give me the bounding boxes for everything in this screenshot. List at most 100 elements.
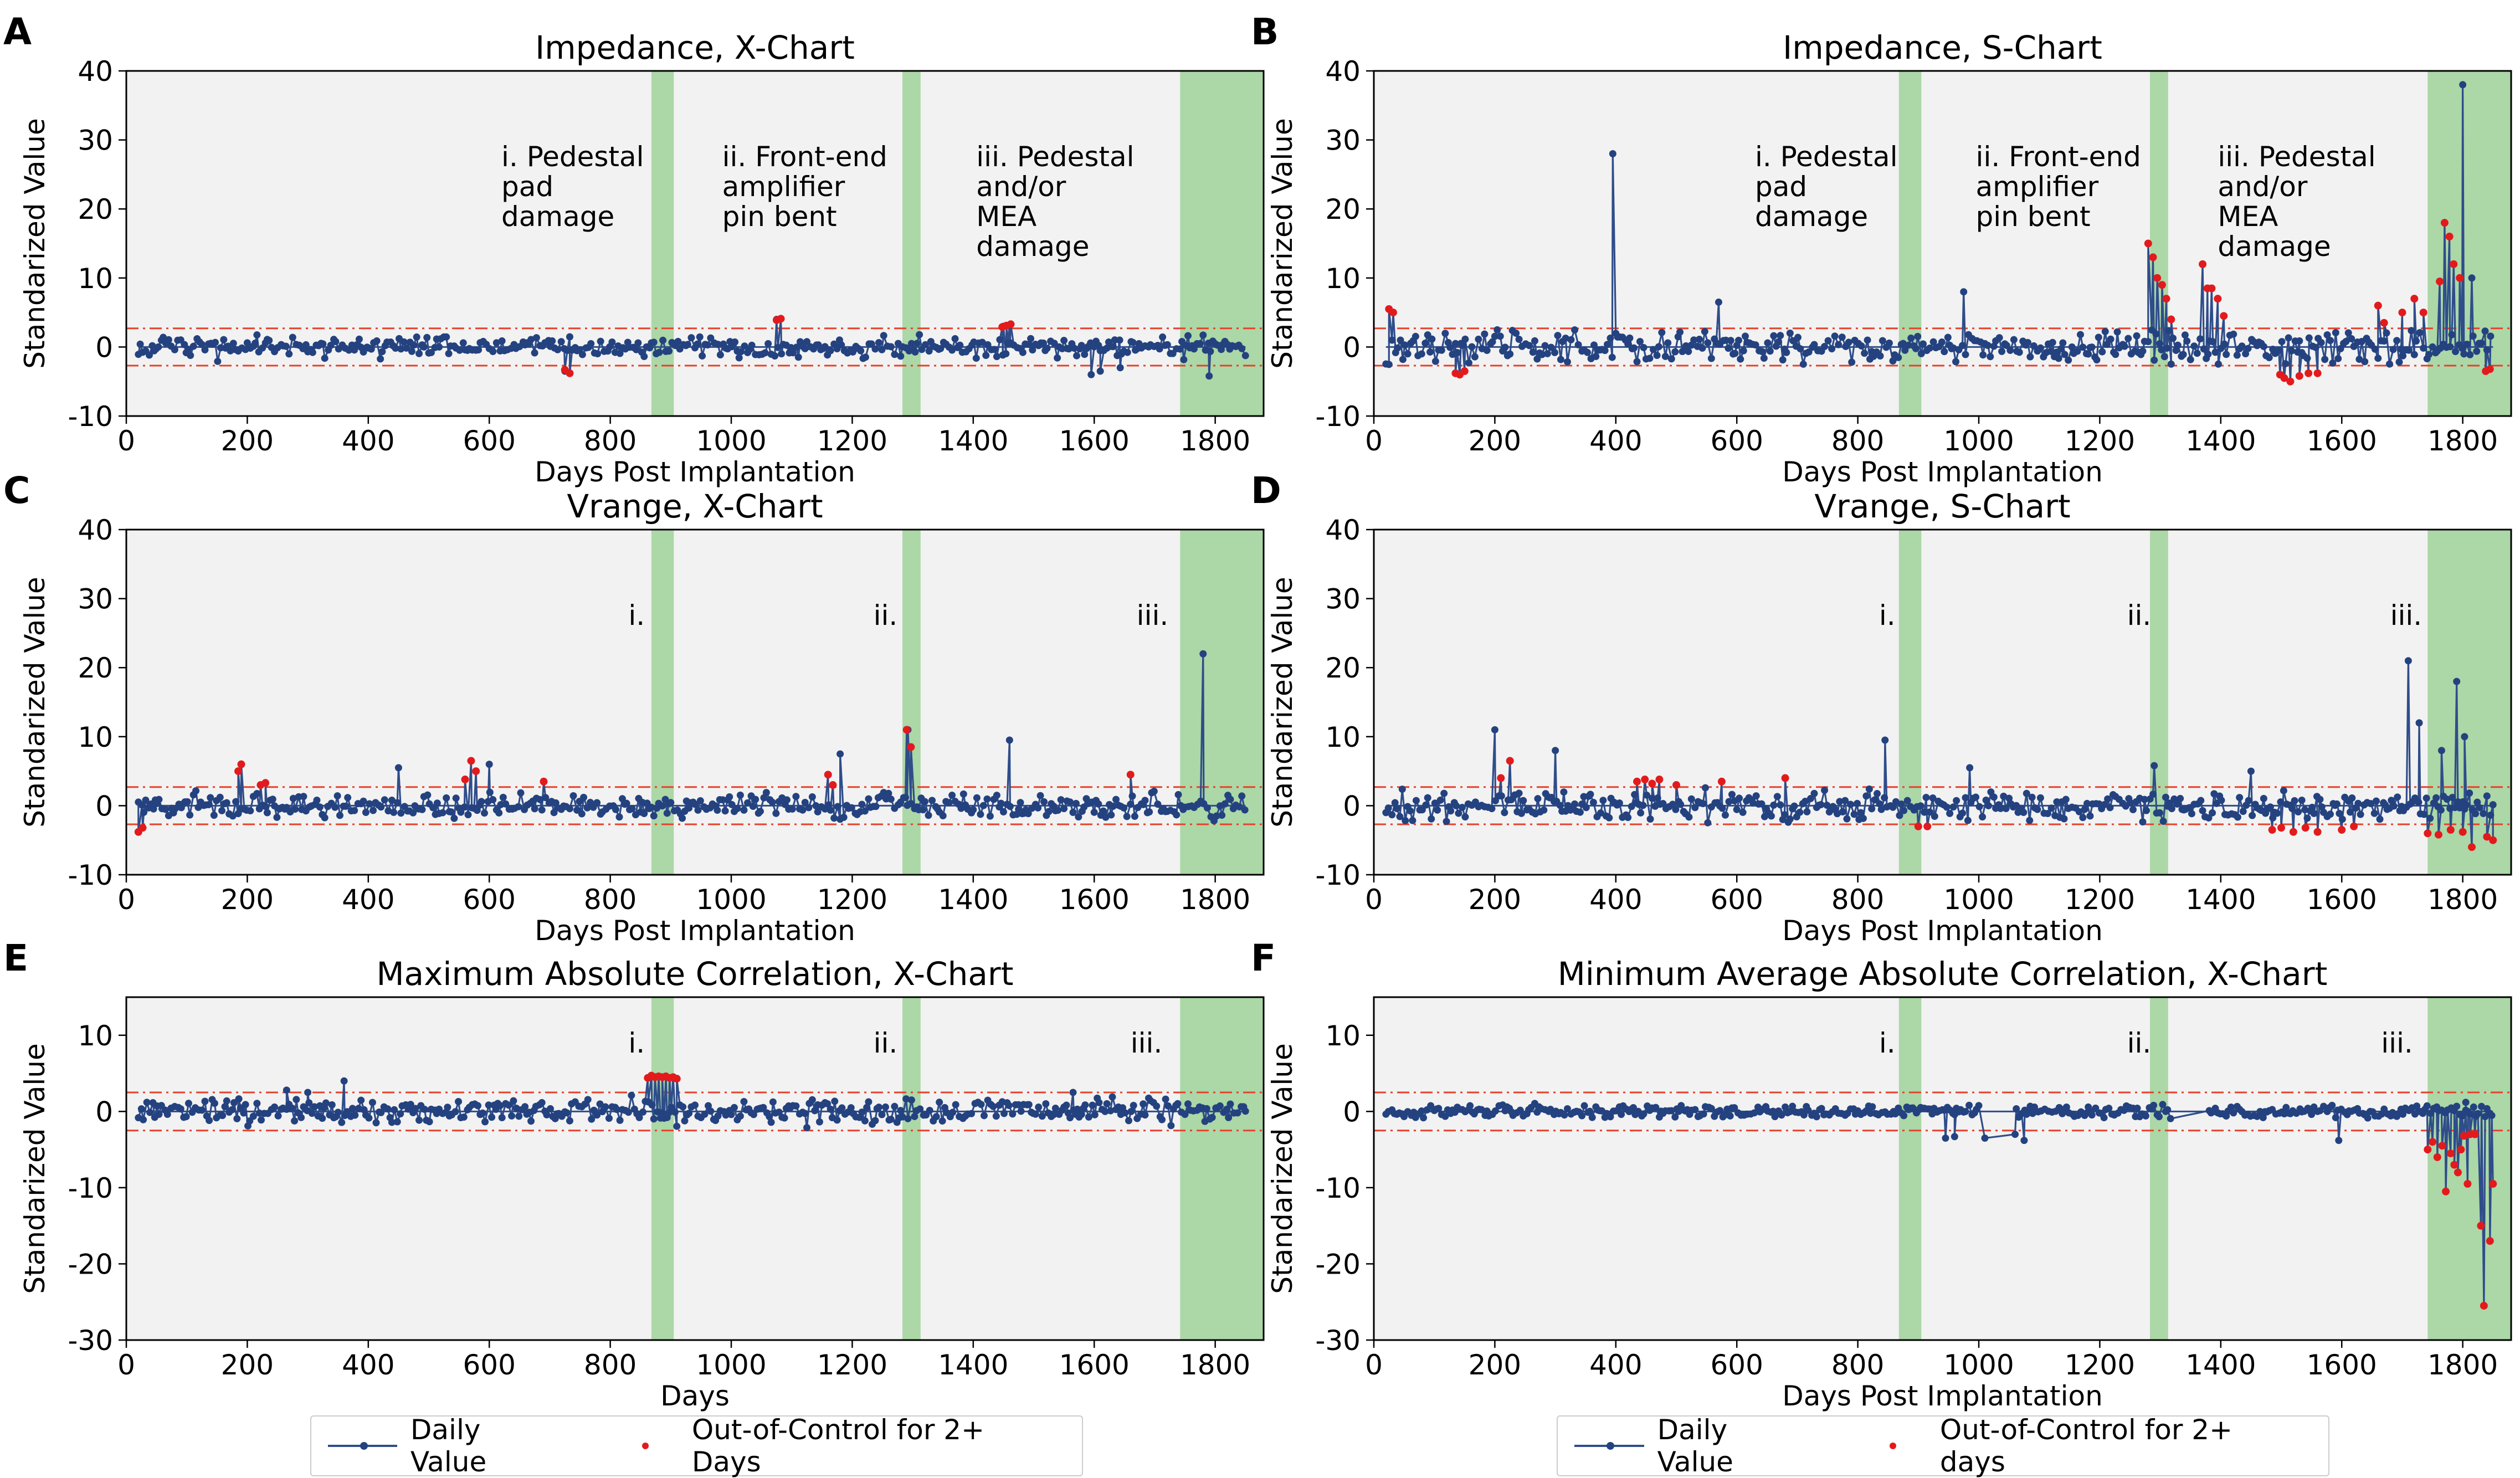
daily-value-point — [182, 1113, 190, 1121]
daily-value-point — [2357, 810, 2364, 818]
daily-value-point — [1885, 339, 1893, 347]
daily-value-point — [1409, 817, 1416, 824]
daily-value-point — [2459, 1112, 2466, 1120]
daily-value-point — [397, 345, 405, 353]
daily-value-point — [2280, 787, 2287, 794]
daily-value-point — [2209, 338, 2217, 346]
daily-value-point — [1027, 335, 1035, 342]
daily-value-point — [1770, 801, 1778, 809]
daily-value-point — [1962, 794, 1969, 802]
daily-value-point — [1146, 808, 1153, 816]
daily-value-point — [2371, 345, 2379, 353]
daily-value-point — [1534, 795, 1542, 803]
event-annotation: pad — [1755, 171, 1807, 203]
daily-value-point — [1009, 1110, 1017, 1118]
daily-value-point — [1526, 342, 1533, 350]
daily-value-point — [1488, 805, 1496, 813]
daily-value-point — [1597, 809, 1605, 817]
failure-band — [2427, 997, 2511, 1340]
daily-value-point — [1108, 1093, 1116, 1101]
daily-value-point — [2023, 789, 2030, 797]
daily-value-point — [2260, 794, 2267, 802]
daily-value-point — [1468, 343, 1476, 351]
daily-value-point — [205, 800, 213, 808]
daily-value-point — [721, 807, 729, 815]
daily-value-point — [1173, 811, 1181, 819]
daily-value-point — [608, 338, 616, 346]
daily-value-point — [2026, 817, 2034, 824]
daily-value-point — [252, 340, 259, 347]
event-annotation: amplifier — [722, 171, 845, 203]
out-of-control-point — [2374, 301, 2382, 310]
daily-value-point — [907, 799, 915, 807]
daily-value-point — [1984, 802, 1992, 809]
daily-value-point — [1962, 1107, 1969, 1115]
daily-value-point — [1130, 1101, 1137, 1109]
daily-value-point — [731, 338, 739, 346]
daily-value-point — [2399, 1110, 2407, 1118]
event-annotation: damage — [1755, 201, 1868, 233]
daily-value-point — [1583, 348, 1591, 356]
daily-value-point — [2453, 678, 2461, 685]
daily-value-point — [394, 764, 402, 772]
daily-value-point — [815, 1118, 823, 1126]
daily-value-point — [2081, 805, 2088, 813]
daily-value-point — [1459, 341, 1467, 349]
daily-value-point — [1679, 348, 1686, 356]
out-of-control-point — [1633, 777, 1641, 786]
daily-value-point — [1458, 804, 1466, 812]
daily-value-point — [1653, 352, 1661, 360]
daily-value-point — [2211, 348, 2219, 356]
daily-value-point — [1563, 1105, 1571, 1113]
daily-value-point — [1914, 332, 1922, 340]
daily-value-point — [937, 345, 945, 352]
daily-value-point — [2159, 1101, 2167, 1108]
daily-value-point — [1716, 1107, 1724, 1115]
daily-value-point — [2489, 801, 2497, 809]
failure-band — [1180, 71, 1264, 416]
daily-value-point — [1648, 794, 1656, 802]
daily-value-point — [2277, 798, 2285, 806]
daily-value-point — [1862, 792, 1870, 800]
daily-value-point — [1054, 354, 1061, 362]
daily-value-point — [1040, 798, 1048, 805]
daily-value-point — [1129, 338, 1137, 346]
daily-value-point — [1533, 355, 1541, 363]
daily-value-point — [397, 809, 405, 817]
daily-value-point — [464, 811, 472, 819]
x-tick-label: 1600 — [2307, 1349, 2377, 1381]
legend-left: Daily Value Out-of-Control for 2+ Days — [310, 1414, 1083, 1478]
daily-value-point — [986, 812, 994, 820]
out-of-control-point — [2459, 828, 2467, 836]
x-tick-label: 1000 — [696, 1349, 766, 1381]
y-tick-label: -20 — [68, 1248, 113, 1280]
daily-value-point — [2065, 356, 2072, 364]
daily-value-point — [265, 337, 273, 345]
daily-value-point — [1225, 1113, 1233, 1121]
daily-value-point — [2133, 1105, 2141, 1112]
daily-value-point — [1848, 358, 1856, 366]
plot-area — [126, 997, 1264, 1340]
y-tick-label: 20 — [78, 193, 113, 225]
daily-value-point — [1547, 343, 1555, 351]
out-of-control-point — [1923, 822, 1932, 830]
daily-value-point — [1184, 332, 1192, 340]
daily-value-point — [857, 347, 865, 355]
daily-value-point — [2326, 810, 2334, 818]
daily-value-point — [1847, 800, 1855, 808]
daily-value-point — [1412, 332, 1419, 340]
daily-value-point — [140, 808, 148, 816]
daily-value-point — [1561, 1111, 1568, 1119]
daily-value-point — [848, 804, 855, 812]
daily-value-point — [221, 1103, 229, 1111]
daily-value-point — [1441, 330, 1449, 337]
daily-value-point — [1736, 794, 1743, 802]
daily-value-point — [1158, 1116, 1166, 1123]
daily-value-point — [557, 338, 565, 346]
daily-value-point — [1626, 334, 1634, 342]
event-annotation: and/or — [976, 171, 1066, 203]
daily-value-point — [2034, 805, 2041, 813]
daily-value-point — [1238, 792, 1246, 800]
daily-value-point — [502, 800, 510, 808]
daily-value-point — [2152, 330, 2160, 338]
